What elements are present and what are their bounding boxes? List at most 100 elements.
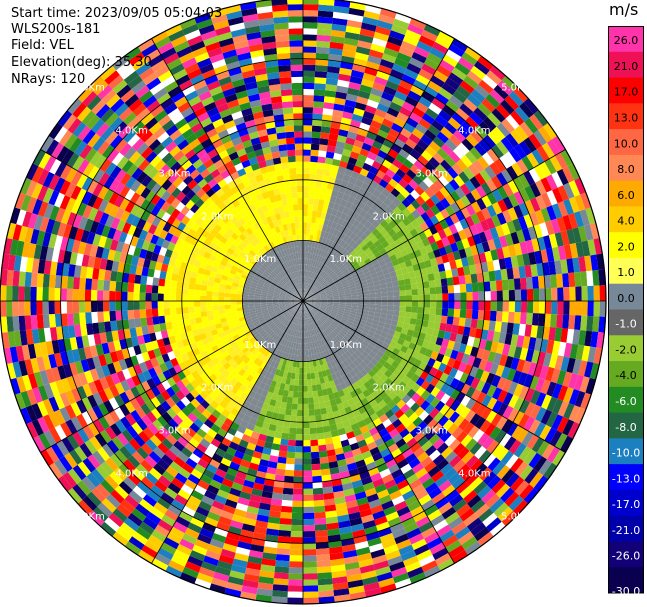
range-gate xyxy=(474,263,483,274)
range-gate xyxy=(395,423,406,434)
range-gate xyxy=(452,341,461,352)
range-gate xyxy=(359,28,376,38)
range-gate xyxy=(303,391,309,398)
range-gate xyxy=(316,312,322,318)
range-gate xyxy=(335,335,342,342)
range-gate xyxy=(593,285,600,301)
range-gate xyxy=(381,433,393,443)
range-gate xyxy=(200,295,207,301)
range-gate xyxy=(307,312,311,318)
range-gate xyxy=(551,414,564,431)
range-gate xyxy=(348,377,356,385)
range-gate xyxy=(435,36,452,50)
range-gate xyxy=(374,288,382,294)
range-gate xyxy=(330,284,337,289)
range-gate xyxy=(341,220,349,228)
range-gate xyxy=(307,304,314,309)
range-gate xyxy=(459,283,467,293)
range-gate xyxy=(303,198,309,205)
range-gate xyxy=(349,369,357,378)
range-gate xyxy=(363,304,370,308)
range-gate xyxy=(304,282,306,289)
range-gate xyxy=(307,252,311,260)
range-gate xyxy=(342,206,350,215)
range-gate xyxy=(469,476,483,491)
range-gate xyxy=(352,320,360,326)
range-gate xyxy=(496,301,503,312)
range-gate xyxy=(427,357,436,367)
range-gate xyxy=(273,572,289,580)
range-gate xyxy=(175,307,183,315)
range-gate xyxy=(345,273,352,279)
range-gate xyxy=(342,283,350,288)
range-gate xyxy=(460,383,471,395)
range-gate xyxy=(352,261,359,268)
range-gate xyxy=(500,321,508,334)
range-gate xyxy=(303,28,318,35)
range-gate xyxy=(343,335,351,342)
range-gate xyxy=(445,194,456,206)
range-gate xyxy=(416,421,428,432)
range-gate xyxy=(507,311,515,324)
range-gate xyxy=(242,297,249,301)
range-gate xyxy=(309,180,316,187)
range-gate xyxy=(339,302,346,306)
range-gate xyxy=(384,257,392,264)
range-gate xyxy=(291,506,303,514)
range-gate xyxy=(434,369,444,380)
range-gate xyxy=(320,293,327,297)
range-gate xyxy=(437,330,446,339)
range-gate xyxy=(415,101,429,113)
range-gate xyxy=(321,224,328,232)
range-gate xyxy=(396,321,404,328)
range-gate xyxy=(581,286,588,301)
range-gate xyxy=(494,158,507,173)
range-gate xyxy=(158,278,166,287)
range-gate xyxy=(415,74,431,86)
range-gate xyxy=(379,8,397,19)
range-gate xyxy=(427,172,439,184)
range-gate xyxy=(422,313,430,321)
range-gate xyxy=(516,229,526,243)
range-gate xyxy=(374,343,382,351)
range-gate xyxy=(307,304,313,310)
range-gate xyxy=(109,310,117,322)
range-gate xyxy=(362,162,372,172)
range-gate xyxy=(157,285,165,294)
range-gate xyxy=(350,306,358,310)
range-gate xyxy=(293,470,303,477)
range-gate xyxy=(355,328,363,335)
range-gate xyxy=(530,325,538,338)
range-gate xyxy=(339,232,346,240)
range-gate xyxy=(314,518,327,525)
range-gate xyxy=(446,234,456,245)
range-gate xyxy=(355,312,363,317)
range-gate xyxy=(482,320,490,331)
range-gate xyxy=(212,291,219,297)
range-gate xyxy=(408,323,416,331)
range-gate xyxy=(352,165,363,174)
range-gate xyxy=(463,326,471,337)
range-gate xyxy=(499,235,508,248)
range-gate xyxy=(478,231,488,243)
range-gate xyxy=(493,237,502,250)
range-gate xyxy=(325,288,332,293)
range-gate xyxy=(320,212,327,220)
range-gate xyxy=(338,185,347,194)
range-gate xyxy=(415,489,429,501)
range-gate xyxy=(331,265,338,271)
range-gate xyxy=(438,87,453,100)
range-gate xyxy=(361,254,370,262)
range-gate xyxy=(139,292,146,301)
range-gate xyxy=(491,144,504,159)
range-gate xyxy=(314,71,328,78)
range-gate xyxy=(397,381,407,391)
range-gate xyxy=(339,256,346,263)
range-gate xyxy=(566,357,576,374)
range-gate xyxy=(513,86,529,103)
range-gate xyxy=(430,204,441,216)
range-gate xyxy=(326,294,333,298)
range-gate xyxy=(538,275,546,289)
range-gate xyxy=(344,305,352,309)
range-gate xyxy=(303,301,309,302)
